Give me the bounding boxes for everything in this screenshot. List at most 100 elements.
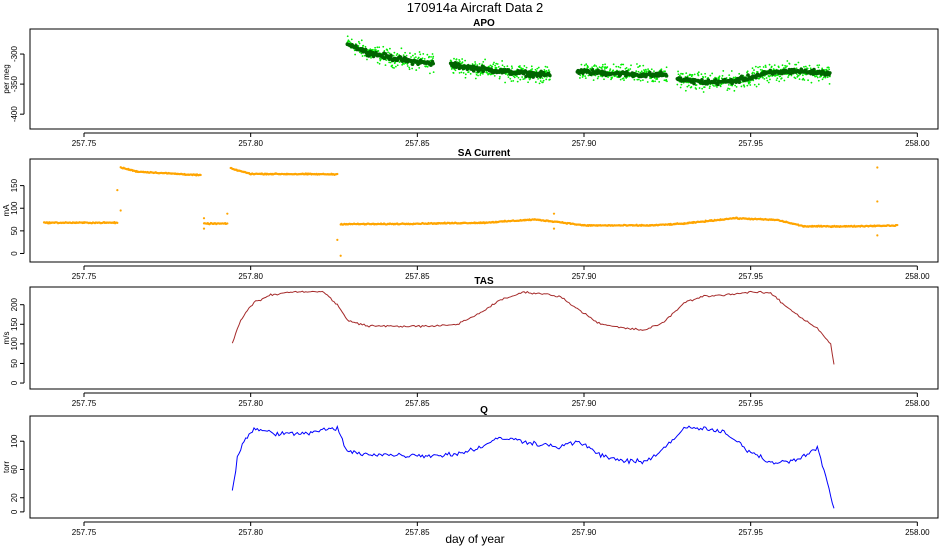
x-tick-label: 257.75 bbox=[72, 528, 97, 537]
x-tick-label: 257.95 bbox=[738, 399, 763, 408]
apo-raw-point bbox=[401, 63, 404, 66]
apo-raw-point bbox=[623, 79, 625, 82]
apo-raw-point bbox=[598, 66, 601, 69]
apo-raw-point bbox=[754, 65, 757, 68]
y-tick-label: 100 bbox=[10, 337, 19, 351]
sa-outlier-point bbox=[202, 217, 206, 220]
apo-raw-point bbox=[769, 74, 772, 77]
apo-raw-point bbox=[510, 65, 513, 68]
apo-raw-point bbox=[666, 80, 668, 83]
y-tick-label: -300 bbox=[10, 45, 19, 62]
apo-raw-point bbox=[501, 60, 504, 62]
apo-raw-point bbox=[696, 72, 699, 75]
sa-point bbox=[336, 172, 339, 176]
apo-raw-point bbox=[544, 65, 547, 68]
apo-raw-point bbox=[720, 77, 723, 80]
apo-raw-point bbox=[753, 69, 755, 71]
apo-raw-point bbox=[579, 77, 581, 79]
apo-raw-point bbox=[393, 67, 395, 69]
apo-raw-point bbox=[595, 65, 598, 68]
apo-raw-point bbox=[411, 67, 414, 70]
apo-raw-point bbox=[432, 71, 435, 74]
apo-raw-point bbox=[695, 84, 698, 86]
apo-raw-point bbox=[650, 68, 653, 71]
apo-raw-point bbox=[534, 81, 537, 83]
apo-raw-point bbox=[516, 80, 519, 83]
apo-raw-point bbox=[615, 65, 618, 68]
apo-segment-4 bbox=[675, 60, 832, 93]
apo-raw-point bbox=[684, 89, 687, 92]
apo-smoothed-point bbox=[828, 71, 832, 75]
apo-raw-point bbox=[769, 78, 771, 81]
apo-raw-point bbox=[411, 54, 414, 57]
apo-raw-point bbox=[421, 57, 424, 60]
apo-raw-point bbox=[795, 63, 798, 66]
apo-raw-point bbox=[479, 74, 482, 76]
apo-raw-point bbox=[603, 78, 605, 81]
apo-raw-point bbox=[816, 64, 819, 67]
apo-raw-point bbox=[716, 86, 718, 88]
sa-point bbox=[896, 223, 899, 227]
apo-raw-point bbox=[637, 78, 640, 81]
y-axis-label: per meg bbox=[2, 64, 11, 93]
apo-raw-point bbox=[743, 85, 746, 88]
apo-raw-point bbox=[603, 68, 606, 70]
apo-raw-point bbox=[366, 58, 368, 61]
apo-raw-point bbox=[809, 67, 812, 70]
apo-raw-point bbox=[730, 70, 733, 72]
apo-raw-point bbox=[759, 68, 762, 71]
apo-raw-point bbox=[622, 63, 625, 66]
apo-raw-point bbox=[767, 81, 770, 84]
apo-raw-point bbox=[454, 69, 457, 72]
apo-raw-point bbox=[810, 81, 813, 84]
apo-raw-point bbox=[639, 64, 641, 67]
apo-raw-point bbox=[474, 77, 477, 80]
apo-raw-point bbox=[378, 46, 381, 49]
apo-raw-point bbox=[546, 66, 549, 69]
apo-raw-point bbox=[753, 83, 756, 86]
apo-raw-point bbox=[507, 76, 510, 79]
apo-raw-point bbox=[697, 74, 700, 77]
apo-raw-point bbox=[612, 63, 615, 66]
apo-raw-point bbox=[417, 56, 420, 59]
apo-raw-point bbox=[519, 78, 522, 81]
apo-raw-point bbox=[499, 76, 501, 78]
apo-raw-point bbox=[357, 45, 360, 47]
apo-raw-point bbox=[797, 61, 800, 64]
y-tick-label: -400 bbox=[10, 106, 19, 123]
apo-raw-point bbox=[380, 58, 382, 60]
apo-raw-point bbox=[429, 72, 431, 75]
apo-raw-point bbox=[493, 61, 495, 64]
apo-raw-point bbox=[549, 78, 551, 81]
apo-raw-point bbox=[770, 65, 773, 68]
plot-frame bbox=[29, 415, 939, 519]
y-tick-label: 200 bbox=[10, 297, 19, 311]
apo-raw-point bbox=[547, 69, 550, 72]
apo-raw-point bbox=[431, 53, 434, 55]
apo-raw-point bbox=[489, 64, 492, 67]
apo-raw-point bbox=[660, 68, 663, 71]
apo-raw-point bbox=[542, 79, 545, 82]
apo-raw-point bbox=[530, 65, 533, 68]
apo-raw-point bbox=[794, 77, 797, 80]
apo-smoothed-point bbox=[648, 70, 652, 75]
apo-raw-point bbox=[377, 50, 380, 52]
panel-title: SA Current bbox=[458, 148, 511, 159]
apo-smoothed-point bbox=[465, 67, 470, 72]
apo-raw-point bbox=[647, 68, 649, 71]
apo-raw-point bbox=[640, 70, 643, 73]
apo-raw-point bbox=[681, 73, 684, 75]
apo-raw-point bbox=[787, 74, 790, 77]
apo-raw-point bbox=[387, 51, 389, 54]
apo-raw-point bbox=[690, 86, 693, 88]
y-tick-label: 60 bbox=[10, 464, 19, 473]
apo-raw-point bbox=[409, 52, 411, 55]
apo-raw-point bbox=[664, 70, 667, 73]
y-tick-label: -350 bbox=[10, 76, 19, 93]
apo-smoothed-point bbox=[410, 62, 415, 67]
sa-outlier-point bbox=[876, 166, 879, 169]
apo-raw-point bbox=[525, 66, 528, 69]
data-layer bbox=[231, 290, 835, 365]
apo-smoothed-point bbox=[692, 81, 696, 86]
apo-raw-point bbox=[718, 76, 721, 79]
